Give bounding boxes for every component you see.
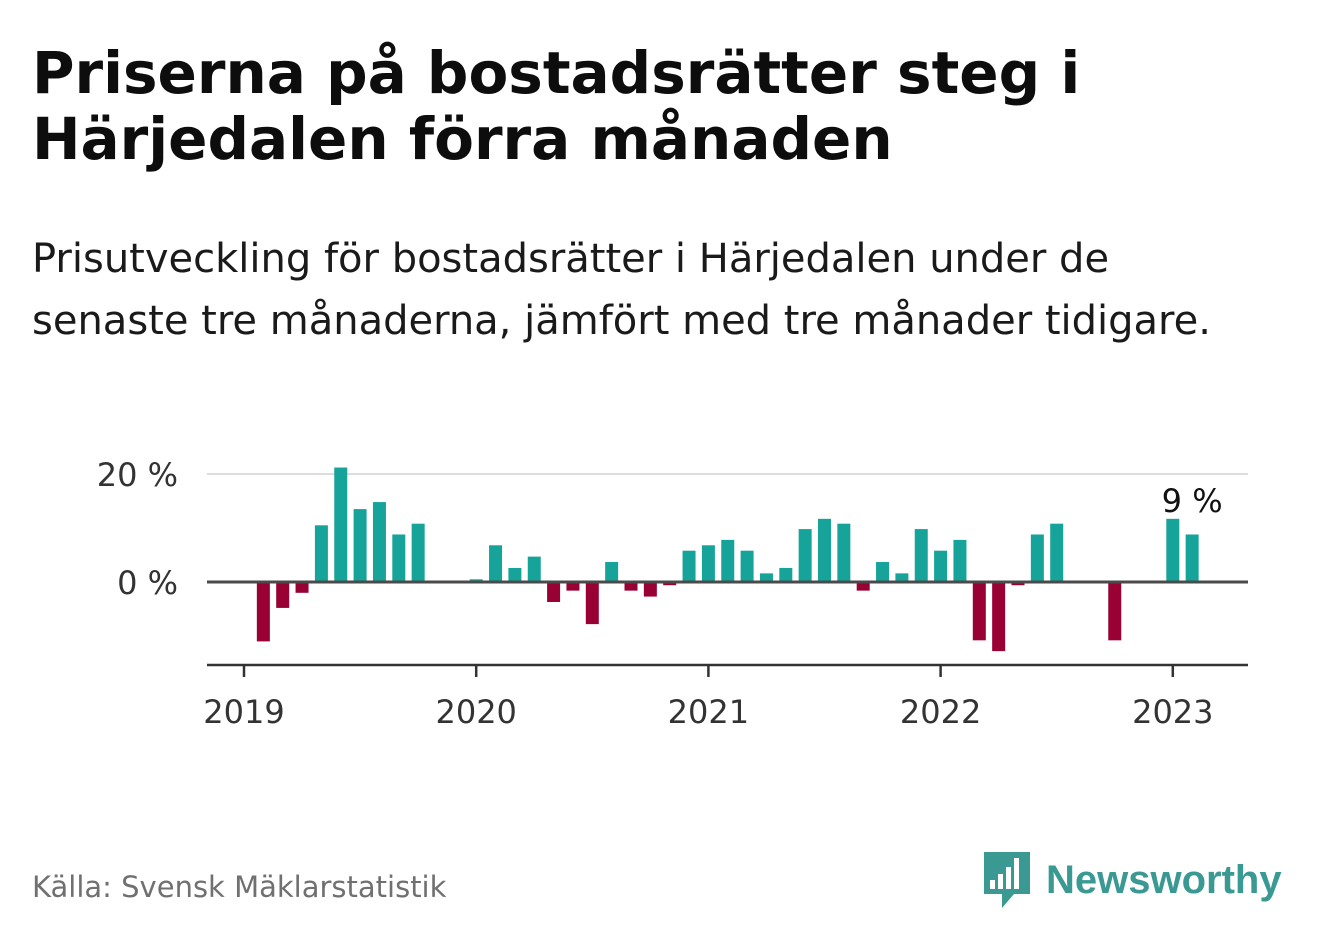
bar	[682, 550, 696, 582]
bar	[314, 525, 328, 582]
bar	[721, 539, 735, 582]
bar	[663, 582, 677, 586]
bar	[624, 582, 638, 591]
bar	[1030, 534, 1044, 582]
bar	[1185, 534, 1199, 582]
bar	[895, 573, 909, 582]
bar	[779, 567, 793, 582]
bar	[856, 582, 870, 591]
bar	[372, 502, 386, 582]
brand-logo: Newsworthy	[982, 850, 1282, 910]
bar	[953, 539, 967, 582]
bar	[972, 582, 986, 641]
bar	[353, 509, 367, 582]
bar	[489, 545, 503, 582]
bar	[1166, 518, 1180, 582]
bar	[740, 550, 754, 582]
y-tick-label: 20 %	[97, 456, 178, 494]
bar	[256, 582, 270, 642]
x-tick-label: 2020	[435, 693, 516, 731]
source-note: Källa: Svensk Mäklarstatistik	[32, 870, 447, 904]
bar	[566, 582, 580, 591]
chart-subtitle: Prisutveckling för bostadsrätter i Härje…	[32, 236, 1211, 344]
bar	[411, 523, 425, 582]
bar	[837, 523, 851, 582]
bar-chart: 0 % 20 % 2019 2020 2021 2022 2023 9 %	[97, 456, 1248, 731]
bar	[701, 545, 715, 582]
bar	[876, 562, 890, 582]
bar	[295, 582, 309, 593]
brand-name: Newsworthy	[1046, 857, 1282, 902]
tick-labels: 0 % 20 % 2019 2020 2021 2022 2023 9 %	[97, 456, 1223, 731]
bar	[392, 534, 406, 582]
bar	[508, 567, 522, 582]
bar	[605, 562, 619, 582]
bar	[643, 582, 657, 597]
bar	[934, 550, 948, 582]
bar	[1108, 582, 1122, 641]
bar	[759, 573, 773, 582]
bar	[334, 467, 348, 582]
bar	[798, 529, 812, 582]
bar	[527, 556, 541, 582]
bar	[992, 582, 1006, 652]
y-tick-label: 0 %	[117, 564, 178, 602]
bar-annotation: 9 %	[1162, 482, 1223, 520]
bar	[1050, 523, 1064, 582]
bar	[1011, 582, 1025, 586]
bar	[585, 582, 599, 625]
axes	[207, 580, 1248, 677]
bar	[276, 582, 290, 608]
x-tick-label: 2022	[900, 693, 981, 731]
bars	[256, 467, 1199, 652]
x-tick-label: 2021	[668, 693, 749, 731]
x-tick-label: 2019	[203, 693, 284, 731]
bar	[818, 518, 831, 582]
bar	[547, 582, 561, 602]
x-tick-label: 2023	[1132, 693, 1213, 731]
bar-chart-speech-bubble-icon	[984, 852, 1030, 908]
chart-title: Priserna på bostadsrätter steg i Härjeda…	[32, 39, 1081, 173]
bar	[914, 529, 928, 582]
